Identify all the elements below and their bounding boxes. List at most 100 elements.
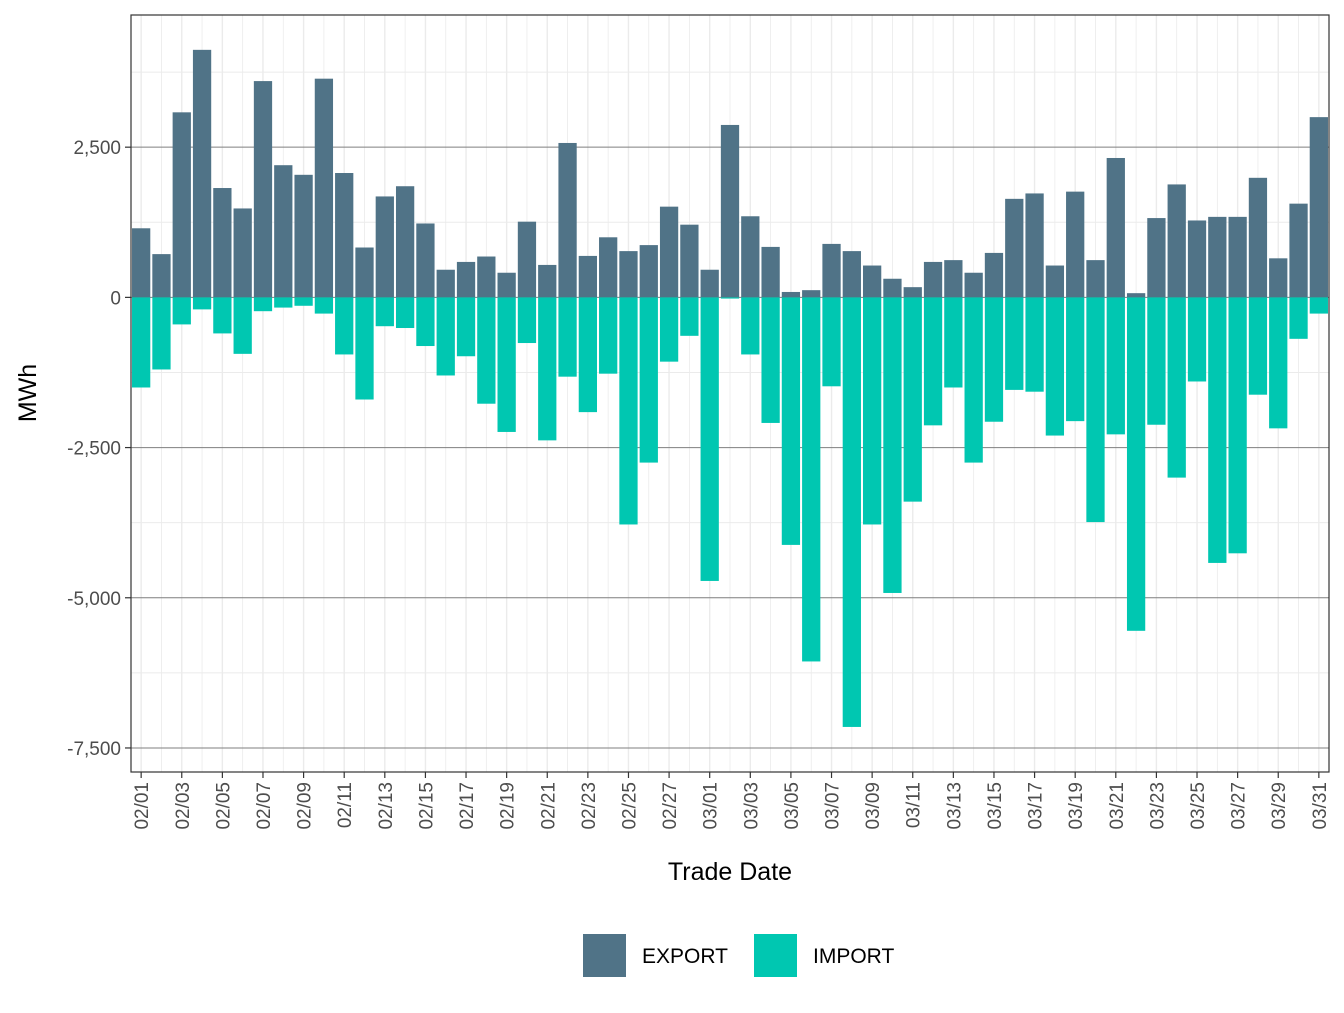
bar-export <box>497 272 516 298</box>
bar-export <box>436 269 455 298</box>
bar-export <box>1005 198 1024 298</box>
y-tick-label: -2,500 <box>67 439 121 460</box>
bar-export <box>558 142 577 298</box>
bar-import <box>1228 297 1247 554</box>
x-tick-label: 02/01 <box>132 782 153 830</box>
x-tick-label: 02/21 <box>538 782 559 830</box>
legend-swatch-export <box>583 934 626 977</box>
bar-import <box>1167 297 1186 478</box>
bar-export <box>213 188 232 298</box>
bar-import <box>1066 297 1085 422</box>
bar-export <box>883 278 902 298</box>
bar-import <box>274 297 293 308</box>
x-tick-label: 03/31 <box>1310 782 1331 830</box>
x-tick-label: 02/03 <box>173 782 194 830</box>
bar-import <box>395 297 415 329</box>
bar-export <box>903 287 922 298</box>
bar-import <box>1269 297 1288 429</box>
legend-label-export: EXPORT <box>642 945 728 968</box>
bars <box>132 49 1328 727</box>
bar-export <box>1086 260 1105 298</box>
bar-export <box>1106 157 1125 298</box>
x-tick-label: 02/23 <box>579 782 600 830</box>
bar-export <box>132 228 151 298</box>
bar-export <box>538 264 557 298</box>
bar-export <box>619 251 638 298</box>
bar-export <box>1187 220 1207 298</box>
x-tick-label: 02/09 <box>295 782 316 830</box>
bar-import <box>1045 297 1065 436</box>
bar-import <box>842 297 861 727</box>
x-tick-label: 02/11 <box>335 782 356 828</box>
bar-export <box>842 251 861 298</box>
bar-import <box>1025 297 1044 392</box>
bar-export <box>1309 117 1328 298</box>
bar-export <box>761 246 780 298</box>
bar-import <box>314 297 334 314</box>
bar-import <box>456 297 476 357</box>
x-tick-label: 02/13 <box>376 782 397 830</box>
bar-export <box>355 247 374 298</box>
bar-import <box>964 297 983 463</box>
bar-import <box>883 297 902 593</box>
x-tick-label: 02/25 <box>619 782 640 830</box>
x-tick-label: 03/15 <box>985 782 1006 830</box>
bar-import <box>192 297 212 310</box>
bar-export <box>1248 177 1268 298</box>
bar-import <box>497 297 516 432</box>
bar-export <box>1208 216 1227 298</box>
bar-import <box>680 297 699 336</box>
bar-import <box>781 297 801 545</box>
bar-export <box>416 223 435 298</box>
bar-import <box>517 297 537 344</box>
bar-export <box>456 261 476 298</box>
bar-import <box>152 297 171 370</box>
x-tick-label: 02/07 <box>254 782 275 830</box>
bar-import <box>213 297 232 334</box>
bar-import <box>477 297 496 404</box>
bar-export <box>599 237 618 298</box>
bar-import <box>802 297 821 662</box>
bar-export <box>375 196 394 298</box>
bar-export <box>314 78 334 298</box>
bar-import <box>233 297 252 354</box>
bar-import <box>253 297 273 312</box>
bar-import <box>1208 297 1227 563</box>
x-tick-label: 03/27 <box>1229 782 1250 830</box>
bar-export <box>781 291 801 298</box>
legend-label-import: IMPORT <box>813 945 894 968</box>
bar-export <box>253 81 273 298</box>
x-tick-label: 02/15 <box>416 782 437 830</box>
axes: -7,500 -5,000 -2,500 0 2,500 02/01 02/03 02/05 0… <box>67 138 1331 829</box>
bar-export <box>680 224 699 298</box>
y-tick-label: 2,500 <box>73 138 121 159</box>
x-tick-label: 03/07 <box>823 782 844 830</box>
x-tick-label: 03/11 <box>904 782 925 828</box>
bar-import <box>1005 297 1024 390</box>
bar-import <box>619 297 638 525</box>
x-tick-label: 03/19 <box>1066 782 1087 830</box>
bar-import <box>720 297 740 299</box>
bar-export <box>1025 193 1044 298</box>
bar-export <box>1289 203 1308 298</box>
x-tick-label: 02/17 <box>457 782 478 830</box>
bar-export <box>395 186 415 298</box>
x-tick-label: 03/21 <box>1107 782 1128 830</box>
x-tick-label: 02/19 <box>498 782 519 830</box>
bar-import <box>659 297 679 362</box>
bar-export <box>1269 258 1288 298</box>
x-tick-label: 03/13 <box>944 782 965 830</box>
bar-import <box>335 297 354 355</box>
y-axis-title: MWh <box>14 364 42 422</box>
x-tick-label: 03/23 <box>1147 782 1168 830</box>
bar-export <box>1228 216 1247 298</box>
x-tick-label: 02/27 <box>660 782 681 830</box>
x-tick-label: 03/03 <box>741 782 762 830</box>
x-tick-label: 03/25 <box>1188 782 1209 830</box>
bar-import <box>903 297 922 502</box>
bar-import <box>172 297 191 325</box>
y-tick-label: -7,500 <box>67 739 121 760</box>
legend: EXPORT IMPORT <box>583 934 894 977</box>
